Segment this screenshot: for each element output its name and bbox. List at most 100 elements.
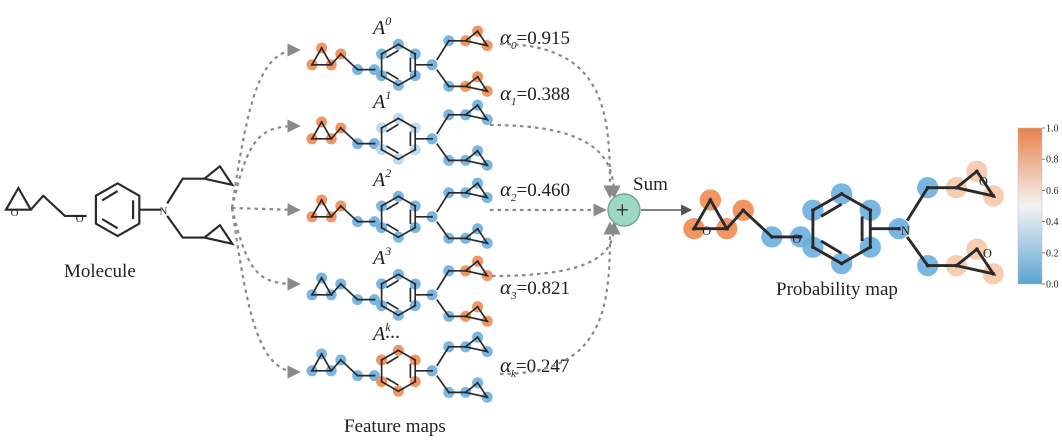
atom-node	[320, 46, 323, 50]
atom-node	[476, 104, 479, 107]
atom-node	[414, 204, 417, 208]
colorbar-gradient	[1017, 127, 1043, 285]
atom-node	[486, 90, 489, 93]
atom-node	[991, 271, 996, 276]
atom-node	[925, 185, 930, 190]
atom-node	[447, 315, 450, 318]
atom-node	[464, 191, 467, 194]
atom-node	[839, 192, 844, 196]
atom-node	[414, 126, 417, 130]
atom-node	[464, 315, 467, 318]
atom-n-label: N	[159, 205, 167, 217]
atom-node	[310, 293, 314, 296]
plus-symbol: +	[616, 198, 630, 224]
atom-node	[380, 52, 383, 56]
atom-node	[447, 269, 450, 272]
fanin-arrow	[499, 221, 617, 376]
atom-node	[486, 396, 489, 399]
alpha-weight-label: α0=0.915	[500, 25, 570, 52]
fanin-arrow	[499, 42, 617, 199]
atom-node	[414, 148, 417, 151]
atom-node	[476, 227, 479, 230]
atom-node	[476, 336, 479, 339]
atom-node	[397, 43, 400, 46]
atom-node	[464, 159, 467, 162]
atom-node	[310, 215, 314, 218]
atom-node	[320, 120, 323, 124]
atom-node	[486, 350, 489, 353]
fanout-arrow	[231, 203, 301, 217]
atom-node	[486, 274, 489, 277]
atom-node	[486, 196, 489, 199]
alpha-value: =0.821	[517, 278, 570, 299]
alpha-weight-label: α3=0.821	[500, 275, 570, 302]
atom-node	[464, 237, 467, 240]
atom-node	[310, 137, 314, 140]
atom-node	[356, 220, 359, 223]
atom-node	[310, 369, 314, 372]
atom-node	[330, 137, 333, 140]
probability-map-label: Probability map	[776, 279, 898, 300]
atom-node	[692, 226, 696, 231]
molecule-label: Molecule	[64, 261, 136, 282]
feature-map-title: A0	[371, 14, 391, 39]
atom-node	[397, 390, 400, 393]
input-molecule: O O N	[4, 165, 234, 245]
sum-label: Sum	[633, 174, 668, 195]
atom-node	[414, 282, 417, 286]
atom-o-label: O	[11, 207, 19, 219]
atom-node	[397, 158, 400, 161]
atom-node	[486, 164, 489, 167]
feature-map-superscript: 1	[385, 88, 391, 102]
feature-map-superscript: 2	[385, 166, 391, 180]
atom-node	[430, 137, 434, 140]
atom-node	[373, 68, 376, 71]
atom-node	[486, 242, 489, 245]
atom-node	[320, 198, 323, 202]
feature-map-letter: A	[371, 247, 386, 269]
atom-node	[330, 369, 333, 372]
alpha-weight-label: α1=0.388	[500, 81, 570, 108]
atom-node	[330, 215, 333, 218]
atom-o-label: O	[76, 213, 84, 225]
alpha-value: =0.388	[517, 84, 570, 105]
atom-node	[954, 263, 959, 268]
fanin-arrows	[489, 42, 621, 376]
feature-maps-label: Feature maps	[344, 416, 446, 437]
atom-node	[430, 215, 434, 218]
colorbar-tick-label: 0.0	[1046, 280, 1059, 291]
atom-node	[476, 149, 479, 152]
atom-node	[330, 293, 333, 296]
atom-node	[464, 345, 467, 348]
feature-map-molecule	[306, 25, 493, 97]
atom-node	[464, 85, 467, 88]
atom-node	[464, 39, 467, 42]
colorbar-tick-label: 0.6	[1046, 186, 1059, 197]
atom-node	[430, 369, 434, 372]
atom-node	[330, 63, 333, 66]
alpha-symbol: α	[500, 275, 512, 299]
atom-node	[397, 349, 400, 352]
atom-node	[868, 208, 873, 213]
alpha-value: =0.460	[517, 180, 570, 201]
feature-map-title: Ak	[371, 320, 391, 345]
alpha-value: =0.915	[517, 28, 570, 49]
alpha-symbol: α	[500, 177, 512, 201]
atom-node	[476, 75, 479, 78]
atom-node	[380, 304, 383, 307]
atom-node	[811, 208, 815, 213]
atom-node	[397, 314, 400, 317]
atom-node	[447, 391, 450, 394]
feature-map-molecule	[306, 99, 493, 171]
atom-node	[380, 226, 383, 229]
atom-node	[447, 39, 450, 42]
atom-node	[380, 204, 383, 208]
colorbar-tick-label: 0.2	[1046, 248, 1059, 259]
atom-node	[476, 182, 479, 185]
atom-node	[486, 320, 489, 323]
atom-node	[414, 380, 417, 383]
atom-node	[397, 273, 400, 276]
atom-label: O	[979, 175, 988, 189]
alpha-subscript: k	[511, 368, 517, 380]
